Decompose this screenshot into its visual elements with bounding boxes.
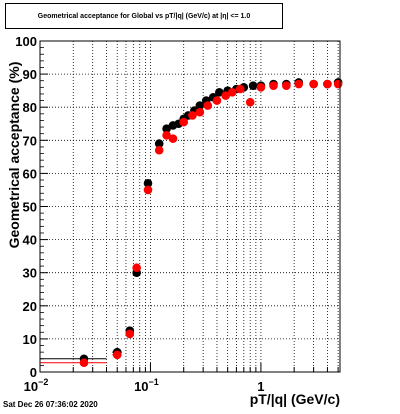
axis-ticks: 0 10 20 30 40 50 60 70 80 90 100 10−2 10−1 1: [15, 34, 339, 394]
y-tick-label: 90: [23, 67, 37, 82]
data-point: [282, 81, 291, 90]
data-point: [179, 117, 189, 127]
data-point: [214, 88, 224, 97]
data-point: [79, 358, 89, 368]
y-tick-label: 70: [23, 133, 37, 148]
x-tick-label: 10−1: [134, 377, 159, 394]
data-point: [333, 79, 343, 89]
data-point: [256, 83, 266, 92]
y-tick-label: 0: [30, 365, 37, 380]
y-tick-label: 80: [23, 100, 37, 115]
x-axis-label: pT/|q| (GeV/c): [249, 391, 340, 407]
data-point: [162, 131, 171, 140]
y-tick-label: 50: [23, 200, 37, 215]
y-tick-label: 40: [23, 233, 37, 248]
data-point: [112, 350, 122, 360]
y-tick-label: 60: [23, 166, 37, 181]
data-point: [143, 185, 153, 195]
data-point: [221, 91, 231, 100]
data-point: [323, 79, 332, 89]
data-points: [40, 78, 343, 368]
x-tick-label: 1: [257, 379, 264, 394]
y-tick-label: 100: [15, 34, 37, 49]
data-point: [188, 111, 197, 120]
data-point: [227, 88, 237, 97]
data-point: [203, 101, 213, 110]
y-axis-label: Geometrical acceptance (%): [6, 61, 22, 249]
data-point: [212, 96, 222, 105]
data-point: [154, 139, 164, 148]
data-point: [162, 124, 171, 134]
data-point: [125, 329, 135, 339]
data-point: [132, 263, 141, 273]
chart-title: Geometrical acceptance for Global vs pT/…: [5, 3, 283, 29]
data-point: [195, 107, 205, 117]
data-point: [294, 79, 304, 89]
data-point: [154, 145, 164, 155]
data-point: [168, 134, 178, 143]
data-point: [143, 179, 153, 188]
y-tick-label: 20: [23, 299, 37, 314]
timestamp: Sat Dec 26 07:36:02 2020: [3, 400, 98, 409]
y-tick-label: 10: [23, 332, 37, 347]
data-point: [235, 84, 245, 94]
data-point: [269, 81, 278, 90]
data-point: [195, 101, 205, 110]
grid-lines: [40, 41, 340, 372]
x-tick-label: 10−2: [24, 377, 49, 394]
data-point: [309, 79, 318, 89]
data-point: [245, 97, 255, 107]
y-tick-label: 30: [23, 266, 37, 281]
data-point: [248, 81, 258, 90]
